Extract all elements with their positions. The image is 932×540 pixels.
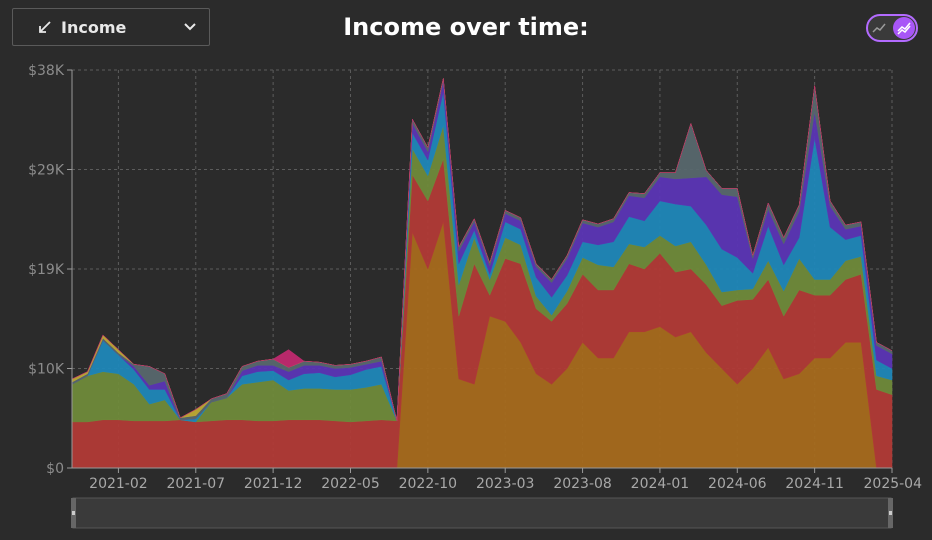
x-tick-labels: 2021-02 2021-07 2021-12 2022-05 2022-10 2023-… [89, 476, 922, 492]
y-tick-label: $29K [28, 163, 65, 179]
slider-grip-right [889, 511, 892, 515]
x-tick-label: 2021-12 [244, 476, 303, 492]
slider-grip-left [72, 511, 75, 515]
x-tick-label: 2022-05 [321, 476, 380, 492]
x-tick-label: 2024-06 [708, 476, 767, 492]
x-tick-label: 2021-02 [89, 476, 148, 492]
y-tick-label: $38K [28, 63, 65, 79]
y-tick-labels: $0 $10K $19K $29K $38K [28, 63, 65, 477]
chart-axes [67, 69, 893, 473]
x-tick-label: 2023-03 [476, 476, 535, 492]
y-tick-label: $0 [46, 461, 64, 477]
stacked-chart-icon [897, 22, 911, 35]
x-tick-label: 2022-10 [399, 476, 458, 492]
y-tick-label: $19K [28, 262, 65, 278]
chevron-down-icon [184, 23, 196, 31]
x-tick-label: 2024-01 [631, 476, 690, 492]
time-range-slider[interactable] [71, 497, 893, 529]
chart-mode-toggle[interactable] [866, 14, 918, 42]
x-tick-label: 2025-04 [864, 476, 923, 492]
trend-down-icon [39, 21, 51, 33]
line-chart-icon [872, 23, 886, 33]
chart-areas [71, 78, 893, 469]
chart-title: Income over time: [343, 13, 589, 41]
x-tick-label: 2023-08 [553, 476, 612, 492]
x-tick-label: 2021-07 [167, 476, 226, 492]
slider-track[interactable] [72, 497, 892, 529]
toggle-knob [893, 17, 915, 39]
y-tick-label: $10K [28, 362, 65, 378]
x-tick-label: 2024-11 [785, 476, 844, 492]
metric-dropdown-label: Income [61, 18, 127, 37]
metric-dropdown[interactable]: Income [12, 8, 210, 46]
